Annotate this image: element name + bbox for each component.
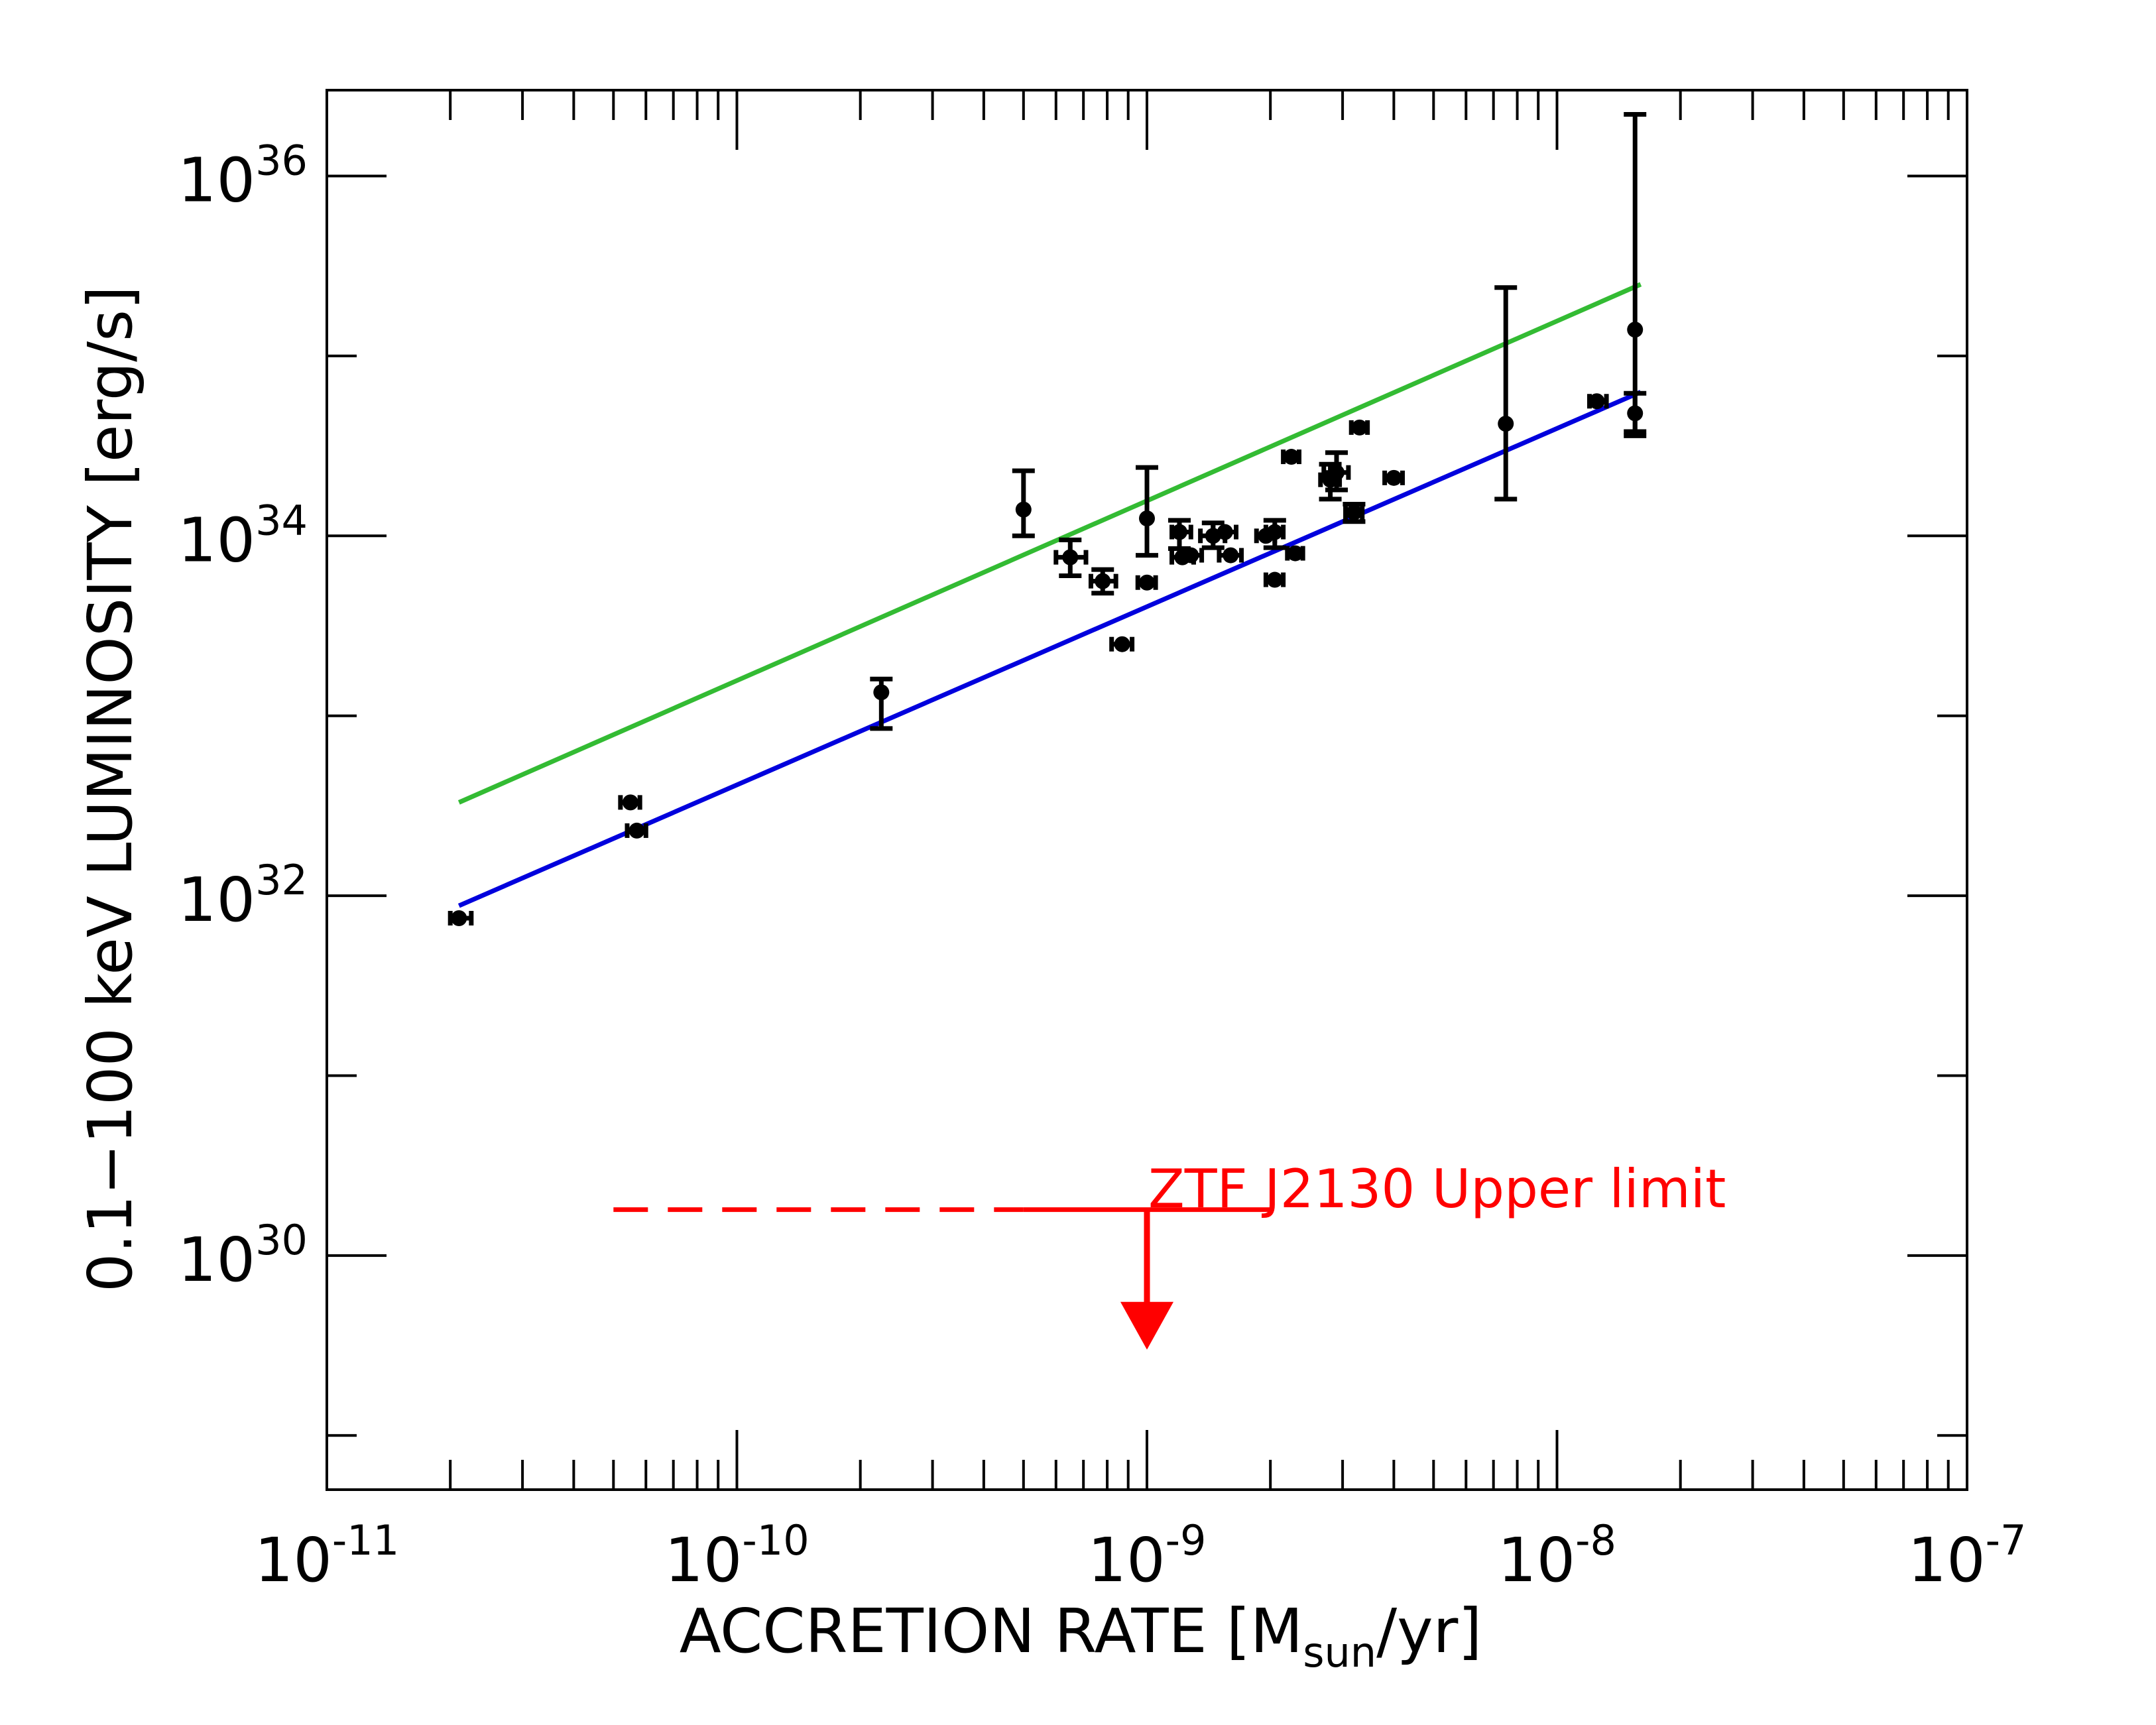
data-marker — [629, 822, 645, 839]
data-marker — [622, 794, 638, 811]
data-point — [1263, 571, 1286, 588]
data-marker — [1015, 501, 1032, 518]
data-point — [1211, 524, 1239, 540]
data-marker — [451, 910, 467, 927]
data-marker — [1346, 504, 1362, 520]
plot-frame — [326, 89, 1968, 1491]
data-marker — [1114, 636, 1130, 652]
data-point — [1348, 419, 1370, 436]
data-point — [1168, 518, 1193, 551]
data-point — [1088, 567, 1118, 596]
upper-limit-arrow-head — [1120, 1301, 1173, 1350]
data-point — [618, 794, 642, 811]
data-point — [1135, 574, 1158, 591]
data-point — [1343, 502, 1366, 524]
data-marker — [1183, 547, 1199, 564]
data-marker — [1062, 549, 1079, 565]
data-point — [1136, 465, 1158, 558]
data-point — [1382, 469, 1405, 486]
x-tick-label: 10-9 — [1088, 1516, 1207, 1596]
series-green-fit — [457, 282, 1642, 805]
data-marker — [1386, 469, 1402, 486]
data-marker — [873, 684, 890, 701]
upper-limit-label: ZTF J2130 Upper limit — [1148, 1158, 1726, 1220]
data-point — [1321, 450, 1351, 493]
data-marker — [1266, 524, 1283, 540]
data-point — [1285, 545, 1305, 562]
y-axis-title: 0.1−100 keV LUMINOSITY [erg/s] — [75, 286, 146, 1292]
data-point — [1053, 537, 1089, 579]
x-axis-title: ACCRETION RATE [Msun/yr] — [680, 1596, 1482, 1677]
data-marker — [1498, 416, 1514, 432]
data-point — [1587, 393, 1609, 410]
data-marker — [1328, 464, 1345, 481]
y-tick-label: 1030 — [178, 1216, 308, 1295]
data-marker — [1627, 322, 1644, 338]
tick-labels: 10-11 10-10 10-9 10-8 10-7 1030 1032 1034 1036 — [178, 136, 2026, 1596]
series-blue-fit — [457, 390, 1642, 908]
data-point — [1263, 518, 1286, 550]
data-point — [1012, 468, 1035, 538]
fit-lines — [457, 282, 1642, 908]
upper-limit-annotation — [613, 1207, 1271, 1350]
data-marker — [1351, 419, 1368, 436]
x-tick-label: 10-11 — [255, 1516, 399, 1596]
data-marker — [1266, 571, 1283, 588]
axis-ticks — [326, 90, 1967, 1490]
data-marker — [1171, 524, 1187, 540]
data-point — [1624, 112, 1647, 438]
data-marker — [1223, 547, 1239, 564]
data-marker — [1287, 545, 1303, 562]
data-point — [1494, 285, 1518, 502]
data-point — [1281, 449, 1302, 465]
data-marker — [1283, 449, 1299, 465]
data-marker — [1139, 574, 1155, 591]
x-tick-label: 10-8 — [1498, 1516, 1616, 1596]
data-marker — [1095, 573, 1111, 589]
x-tick-label: 10-7 — [1908, 1516, 2027, 1596]
data-point — [448, 910, 474, 927]
y-tick-label: 1034 — [178, 496, 308, 575]
data-point — [1217, 547, 1244, 564]
data-point — [1109, 636, 1135, 652]
data-point — [1624, 390, 1647, 434]
x-tick-label: 10-10 — [664, 1516, 809, 1596]
data-marker — [1217, 524, 1233, 540]
data-marker — [1627, 405, 1644, 422]
data-markers — [448, 112, 1647, 927]
data-point — [870, 676, 893, 731]
data-marker — [1139, 510, 1155, 526]
data-point — [1177, 547, 1205, 564]
data-point — [625, 822, 648, 839]
y-tick-label: 1036 — [178, 136, 308, 215]
y-tick-label: 1032 — [178, 856, 308, 935]
data-marker — [1588, 393, 1605, 410]
